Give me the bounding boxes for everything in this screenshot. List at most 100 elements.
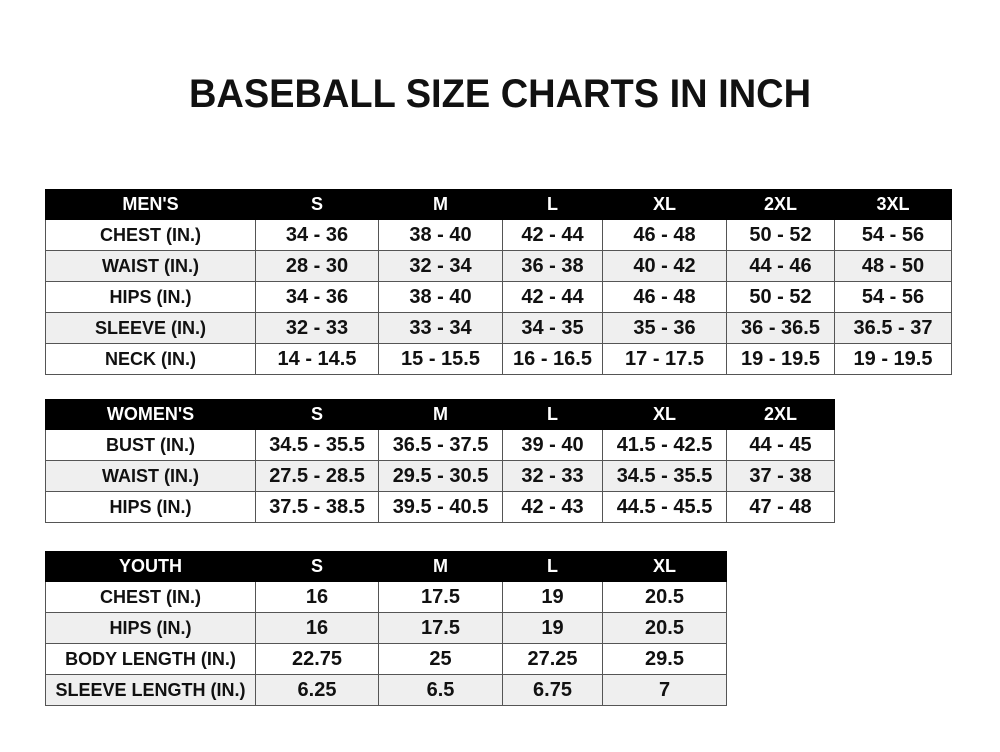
measurement-cell: 27.25 — [502, 643, 603, 675]
header-row: MEN'S S M L XL 2XL 3XL — [45, 189, 952, 220]
measurement-cell: 34.5 - 35.5 — [255, 429, 379, 461]
measurement-cell: 29.5 — [602, 643, 727, 675]
measurement-cell: 40 - 42 — [602, 250, 727, 282]
measurement-cell: 37 - 38 — [726, 460, 835, 492]
measurement-cell: 6.5 — [378, 674, 503, 706]
measurement-cell: 25 — [378, 643, 503, 675]
measurement-cell: 17 - 17.5 — [602, 343, 727, 375]
size-header: M — [378, 399, 503, 430]
measurement-cell: 34 - 36 — [255, 281, 379, 313]
measurement-cell: 32 - 33 — [255, 312, 379, 344]
youth-size-table: YOUTH S M L XL CHEST (IN.) 16 17.5 19 20.5 HIPS (I… — [45, 551, 727, 706]
size-header: S — [255, 399, 379, 430]
size-header: S — [255, 189, 379, 220]
measurement-cell: 16 - 16.5 — [502, 343, 603, 375]
size-header: XL — [602, 189, 727, 220]
measurement-cell: 38 - 40 — [378, 219, 503, 251]
measurement-cell: 44 - 46 — [726, 250, 835, 282]
size-header: 2XL — [726, 399, 835, 430]
measurement-cell: 36 - 38 — [502, 250, 603, 282]
row-label: WAIST (IN.) — [45, 250, 256, 282]
row-label: BODY LENGTH (IN.) — [45, 643, 256, 675]
measurement-cell: 6.25 — [255, 674, 379, 706]
size-header: L — [502, 189, 603, 220]
measurement-cell: 32 - 33 — [502, 460, 603, 492]
measurement-cell: 17.5 — [378, 581, 503, 613]
measurement-cell: 34 - 35 — [502, 312, 603, 344]
measurement-cell: 34.5 - 35.5 — [602, 460, 727, 492]
row-label: SLEEVE (IN.) — [45, 312, 256, 344]
row-label: BUST (IN.) — [45, 429, 256, 461]
womens-size-table: WOMEN'S S M L XL 2XL BUST (IN.) 34.5 - 35.5 36.5… — [45, 399, 835, 523]
measurement-cell: 39 - 40 — [502, 429, 603, 461]
measurement-cell: 22.75 — [255, 643, 379, 675]
measurement-cell: 47 - 48 — [726, 491, 835, 523]
row-label: SLEEVE LENGTH (IN.) — [45, 674, 256, 706]
table-row: WAIST (IN.) 28 - 30 32 - 34 36 - 38 40 - 42 4… — [45, 250, 952, 282]
table-row: SLEEVE LENGTH (IN.) 6.25 6.5 6.75 7 — [45, 674, 727, 706]
size-header: M — [378, 551, 503, 582]
row-label: HIPS (IN.) — [45, 612, 256, 644]
measurement-cell: 16 — [255, 612, 379, 644]
row-label: CHEST (IN.) — [45, 219, 256, 251]
measurement-cell: 33 - 34 — [378, 312, 503, 344]
measurement-cell: 29.5 - 30.5 — [378, 460, 503, 492]
measurement-cell: 36.5 - 37 — [834, 312, 952, 344]
mens-size-table: MEN'S S M L XL 2XL 3XL CHEST (IN.) 34 - 36 38 - 4… — [45, 189, 952, 375]
size-header: L — [502, 551, 603, 582]
measurement-cell: 54 - 56 — [834, 281, 952, 313]
measurement-cell: 54 - 56 — [834, 219, 952, 251]
measurement-cell: 46 - 48 — [602, 281, 727, 313]
category-header: YOUTH — [45, 551, 256, 582]
measurement-cell: 34 - 36 — [255, 219, 379, 251]
table-row: SLEEVE (IN.) 32 - 33 33 - 34 34 - 35 35 - 36… — [45, 312, 952, 344]
measurement-cell: 7 — [602, 674, 727, 706]
measurement-cell: 41.5 - 42.5 — [602, 429, 727, 461]
size-header: XL — [602, 399, 727, 430]
measurement-cell: 14 - 14.5 — [255, 343, 379, 375]
size-header: 3XL — [834, 189, 952, 220]
measurement-cell: 20.5 — [602, 612, 727, 644]
category-header: WOMEN'S — [45, 399, 256, 430]
measurement-cell: 15 - 15.5 — [378, 343, 503, 375]
measurement-cell: 28 - 30 — [255, 250, 379, 282]
measurement-cell: 42 - 43 — [502, 491, 603, 523]
measurement-cell: 19 — [502, 612, 603, 644]
header-row: YOUTH S M L XL — [45, 551, 727, 582]
measurement-cell: 50 - 52 — [726, 281, 835, 313]
measurement-cell: 27.5 - 28.5 — [255, 460, 379, 492]
size-header: M — [378, 189, 503, 220]
measurement-cell: 20.5 — [602, 581, 727, 613]
table-row: HIPS (IN.) 16 17.5 19 20.5 — [45, 612, 727, 644]
measurement-cell: 37.5 - 38.5 — [255, 491, 379, 523]
measurement-cell: 48 - 50 — [834, 250, 952, 282]
measurement-cell: 42 - 44 — [502, 281, 603, 313]
size-header: S — [255, 551, 379, 582]
measurement-cell: 32 - 34 — [378, 250, 503, 282]
table-row: CHEST (IN.) 16 17.5 19 20.5 — [45, 581, 727, 613]
measurement-cell: 36 - 36.5 — [726, 312, 835, 344]
row-label: CHEST (IN.) — [45, 581, 256, 613]
table-row: NECK (IN.) 14 - 14.5 15 - 15.5 16 - 16.5 17 … — [45, 343, 952, 375]
measurement-cell: 42 - 44 — [502, 219, 603, 251]
measurement-cell: 16 — [255, 581, 379, 613]
measurement-cell: 17.5 — [378, 612, 503, 644]
table-row: BUST (IN.) 34.5 - 35.5 36.5 - 37.5 39 - 40 4… — [45, 429, 835, 461]
page-title: BASEBALL SIZE CHARTS IN INCH — [188, 72, 812, 116]
measurement-cell: 44.5 - 45.5 — [602, 491, 727, 523]
size-header: XL — [602, 551, 727, 582]
measurement-cell: 36.5 - 37.5 — [378, 429, 503, 461]
measurement-cell: 19 - 19.5 — [834, 343, 952, 375]
header-row: WOMEN'S S M L XL 2XL — [45, 399, 835, 430]
table-row: CHEST (IN.) 34 - 36 38 - 40 42 - 44 46 - 48 5… — [45, 219, 952, 251]
row-label: HIPS (IN.) — [45, 491, 256, 523]
measurement-cell: 50 - 52 — [726, 219, 835, 251]
row-label: WAIST (IN.) — [45, 460, 256, 492]
measurement-cell: 44 - 45 — [726, 429, 835, 461]
measurement-cell: 39.5 - 40.5 — [378, 491, 503, 523]
measurement-cell: 46 - 48 — [602, 219, 727, 251]
size-header: 2XL — [726, 189, 835, 220]
measurement-cell: 6.75 — [502, 674, 603, 706]
category-header: MEN'S — [45, 189, 256, 220]
size-header: L — [502, 399, 603, 430]
